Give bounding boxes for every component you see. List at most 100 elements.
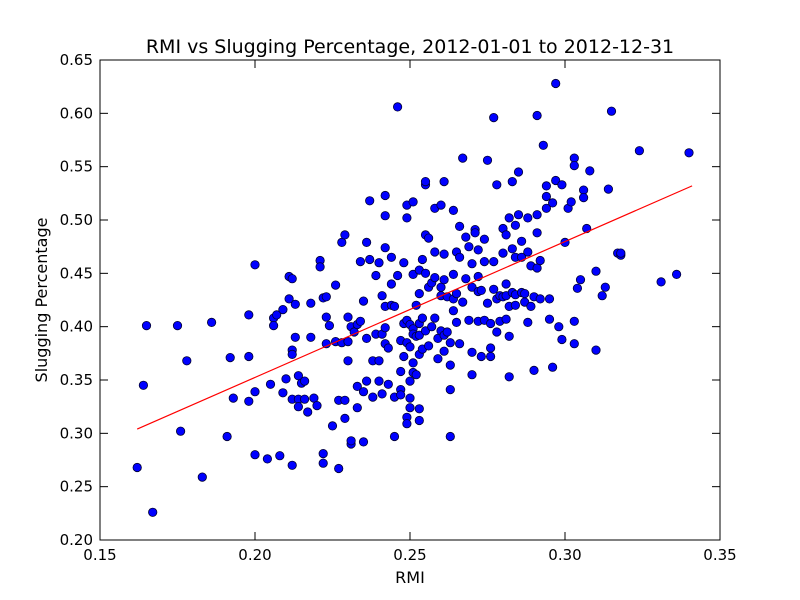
- data-point: [250, 450, 260, 460]
- data-point: [433, 354, 443, 364]
- data-point: [504, 213, 514, 223]
- data-point: [402, 213, 412, 223]
- data-point: [343, 356, 353, 366]
- data-point: [442, 327, 452, 337]
- data-point: [414, 288, 424, 299]
- data-point: [405, 376, 415, 386]
- data-point: [485, 318, 496, 329]
- data-point: [591, 266, 601, 276]
- axis-ticks: 0.15 0.20 0.25 0.30 0.350.200.250.300.350.40…: [60, 51, 737, 564]
- data-point: [569, 339, 579, 349]
- data-point: [383, 379, 393, 389]
- data-point: [523, 247, 533, 257]
- data-point: [464, 315, 474, 325]
- data-point: [439, 177, 449, 187]
- data-point: [340, 230, 350, 240]
- data-point: [383, 343, 393, 353]
- data-point: [572, 283, 583, 293]
- x-tick-label: 0.20: [238, 546, 271, 564]
- data-point: [138, 380, 148, 390]
- data-point: [684, 148, 694, 158]
- data-point: [287, 349, 297, 359]
- data-point: [507, 244, 517, 254]
- data-point: [492, 180, 502, 190]
- data-point: [402, 419, 412, 429]
- data-point: [340, 413, 350, 423]
- data-point: [408, 197, 418, 207]
- data-point: [352, 403, 362, 413]
- data-point: [358, 437, 369, 447]
- x-tick-label: 0.15: [83, 546, 116, 564]
- data-point: [306, 298, 316, 308]
- data-point: [405, 393, 415, 403]
- data-point: [541, 203, 552, 213]
- data-point: [479, 256, 489, 267]
- data-point: [535, 294, 545, 304]
- data-point: [414, 404, 424, 414]
- data-point: [321, 312, 331, 322]
- chart-title: RMI vs Slugging Percentage, 2012-01-01 t…: [146, 36, 674, 58]
- data-point: [225, 352, 235, 363]
- data-point: [458, 297, 468, 307]
- plot-area: [132, 78, 694, 517]
- data-point: [290, 332, 300, 342]
- data-point: [473, 245, 483, 255]
- data-point: [389, 431, 400, 442]
- data-point: [377, 389, 387, 399]
- data-point: [430, 247, 440, 257]
- data-point: [287, 460, 297, 470]
- data-point: [355, 256, 365, 267]
- data-point: [430, 272, 440, 283]
- data-point: [417, 254, 427, 265]
- data-point: [544, 294, 555, 304]
- data-point: [318, 448, 328, 459]
- data-point: [380, 211, 390, 221]
- data-point: [451, 317, 462, 327]
- data-point: [408, 269, 418, 279]
- data-point: [492, 327, 502, 337]
- data-point: [436, 200, 446, 210]
- data-point: [250, 387, 260, 397]
- data-point: [551, 78, 561, 89]
- data-point: [318, 458, 328, 468]
- data-point: [334, 463, 344, 474]
- data-point: [321, 292, 331, 302]
- data-point: [526, 301, 536, 311]
- data-point: [423, 341, 434, 351]
- data-point: [420, 268, 431, 278]
- data-point: [414, 415, 424, 426]
- data-point: [374, 356, 384, 366]
- data-point: [445, 360, 455, 370]
- data-point: [315, 262, 325, 272]
- data-point: [132, 462, 142, 473]
- data-point: [482, 155, 493, 165]
- data-point: [386, 279, 396, 289]
- data-point: [557, 334, 567, 345]
- data-point: [284, 294, 294, 304]
- data-point: [172, 320, 183, 331]
- data-point: [464, 242, 474, 252]
- data-point: [510, 220, 521, 230]
- y-tick-label: 0.30: [60, 424, 93, 442]
- plot-frame: [99, 59, 721, 541]
- data-point: [485, 343, 496, 353]
- y-tick-label: 0.60: [60, 104, 93, 122]
- y-tick-label: 0.65: [60, 51, 93, 69]
- data-point: [445, 338, 455, 348]
- data-point: [389, 301, 400, 311]
- x-tick-label: 0.35: [703, 546, 736, 564]
- data-point: [585, 166, 595, 176]
- y-tick-label: 0.50: [60, 211, 93, 229]
- data-point: [414, 330, 424, 340]
- data-point: [197, 472, 207, 482]
- data-point: [327, 421, 338, 431]
- data-point: [430, 313, 440, 323]
- data-point: [544, 314, 555, 324]
- data-point: [529, 365, 539, 375]
- data-point: [523, 317, 533, 327]
- data-point: [489, 256, 499, 267]
- data-point: [523, 213, 533, 223]
- data-point: [461, 232, 471, 242]
- data-point: [535, 255, 545, 266]
